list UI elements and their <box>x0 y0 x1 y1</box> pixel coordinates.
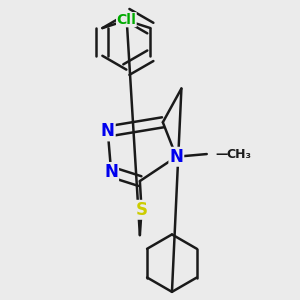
Text: N: N <box>169 148 183 166</box>
Text: S: S <box>136 201 148 219</box>
Text: —: — <box>215 148 228 160</box>
Text: N: N <box>101 122 115 140</box>
Text: Cl: Cl <box>121 13 136 27</box>
Text: Cl: Cl <box>117 13 131 27</box>
Text: CH₃: CH₃ <box>226 148 251 161</box>
Text: N: N <box>104 163 118 181</box>
